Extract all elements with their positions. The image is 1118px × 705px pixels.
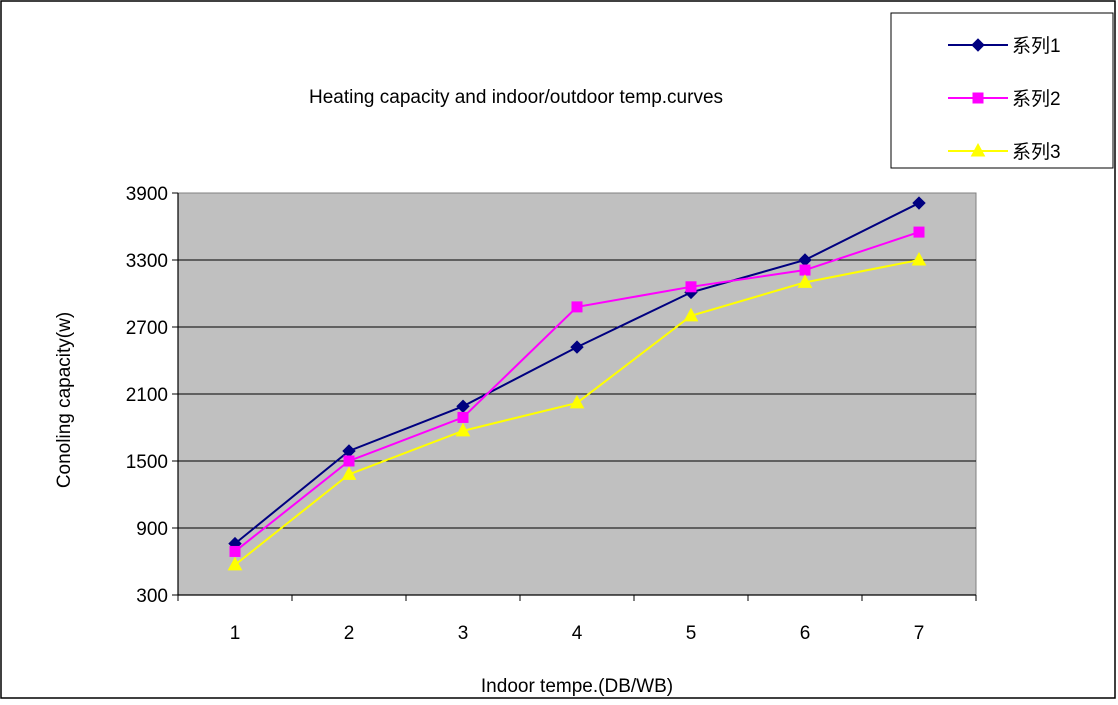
- y-tick-label: 3300: [126, 251, 168, 272]
- y-axis-ticks: 300 900 1500 2100 2700 3300 3900: [126, 184, 178, 607]
- x-tick-label: 7: [914, 623, 925, 644]
- x-tick-label: 1: [230, 623, 241, 644]
- legend-box: [890, 12, 1114, 169]
- x-axis-label: Indoor tempe.(DB/WB): [481, 676, 673, 697]
- data-point-series-2: [457, 411, 469, 423]
- y-tick-label: 300: [136, 586, 168, 607]
- data-point-series-1: [912, 196, 926, 210]
- axes: [177, 193, 976, 596]
- x-tick-label: 6: [800, 623, 811, 644]
- data-point-series-2: [343, 455, 355, 467]
- data-point-series-1: [570, 340, 584, 354]
- data-point-series-2: [571, 301, 583, 313]
- x-tick-label: 2: [344, 623, 355, 644]
- legend-marker-1: [971, 38, 985, 52]
- legend: 系列1 系列2 系列3: [890, 12, 1114, 169]
- x-axis-ticks: 1 2 3 4 5 6 7: [177, 595, 977, 644]
- data-point-series-3: [227, 556, 243, 571]
- data-point-series-2: [685, 281, 697, 293]
- y-axis-label: Conoling capacity(w): [54, 312, 75, 488]
- legend-label-3: 系列3: [1012, 141, 1061, 163]
- legend-marker-2: [972, 92, 984, 104]
- x-tick-label: 5: [686, 623, 697, 644]
- data-point-series-3: [569, 394, 585, 409]
- data-point-series-2: [913, 226, 925, 238]
- x-tick-label: 3: [458, 623, 469, 644]
- legend-label-1: 系列1: [1012, 35, 1061, 57]
- data-point-series-2: [229, 545, 241, 557]
- chart-title: Heating capacity and indoor/outdoor temp…: [309, 87, 723, 108]
- y-tick-label: 2700: [126, 318, 168, 339]
- data-point-series-3: [911, 251, 927, 266]
- data-point-series-2: [799, 264, 811, 276]
- legend-marker-3: [970, 142, 986, 157]
- series-markers: [227, 196, 927, 571]
- x-tick-label: 4: [572, 623, 583, 644]
- y-tick-label: 3900: [126, 184, 168, 205]
- data-point-series-3: [341, 466, 357, 480]
- y-tick-label: 900: [136, 519, 168, 540]
- legend-label-2: 系列2: [1012, 88, 1061, 110]
- data-point-series-3: [797, 274, 813, 288]
- y-tick-label: 1500: [126, 452, 168, 473]
- gridlines: [178, 259, 976, 529]
- y-tick-label: 2100: [126, 385, 168, 406]
- data-point-series-3: [455, 422, 471, 437]
- data-point-series-3: [683, 307, 699, 322]
